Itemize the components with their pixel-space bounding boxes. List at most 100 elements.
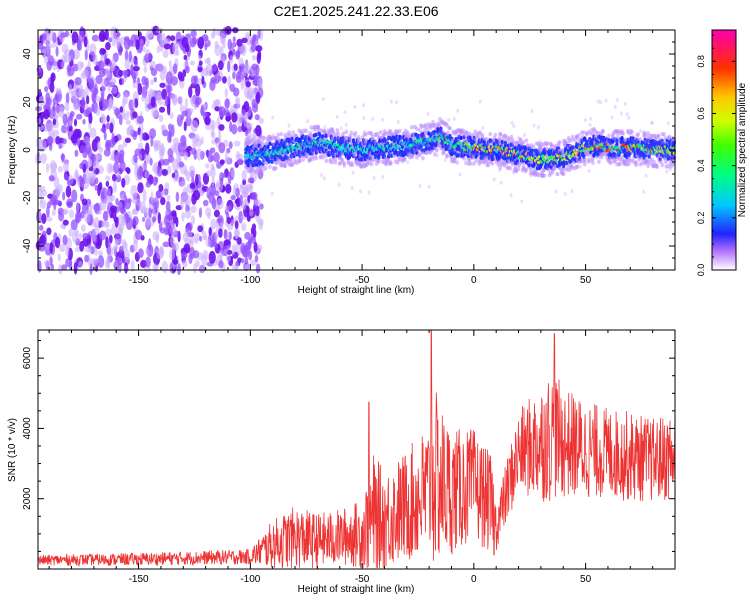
heatmap-faint-cell bbox=[623, 101, 627, 106]
heatmap-noise-cell bbox=[36, 117, 42, 125]
heatmap-noise-cell bbox=[255, 263, 261, 274]
heatmap-noise-cell bbox=[83, 35, 88, 48]
heatmap-noise-cell bbox=[244, 257, 249, 266]
heatmap-band-halo bbox=[446, 130, 450, 136]
heatmap-noise-cell bbox=[126, 167, 131, 175]
heatmap-noise-cell bbox=[197, 225, 204, 233]
heatmap-noise-cell bbox=[163, 214, 171, 226]
heatmap-noise-cell bbox=[62, 219, 69, 226]
heatmap-noise-cell bbox=[76, 137, 81, 147]
heatmap-noise-cell bbox=[236, 153, 244, 160]
heatmap-noise-cell bbox=[224, 205, 230, 213]
heatmap-noise-cell bbox=[150, 67, 158, 77]
heatmap-noise-cell bbox=[180, 197, 184, 210]
heatmap-noise-cell bbox=[201, 254, 208, 267]
heatmap-noise-cell bbox=[58, 243, 66, 253]
heatmap-noise-cell bbox=[121, 98, 126, 109]
heatmap-band-halo bbox=[486, 162, 491, 168]
heatmap-faint-cell bbox=[644, 173, 648, 178]
heatmap-noise-cell bbox=[190, 205, 197, 214]
heatmap-noise-cell bbox=[200, 105, 205, 117]
heatmap-noise-cell bbox=[223, 230, 230, 240]
heatmap-noise-cell bbox=[131, 98, 136, 111]
heatmap-noise-cell bbox=[160, 197, 166, 206]
heatmap-noise-cell bbox=[49, 241, 53, 254]
heatmap-noise-cell bbox=[62, 191, 66, 201]
heatmap-noise-cell bbox=[131, 198, 139, 204]
heatmap-noise-cell bbox=[162, 241, 170, 248]
heatmap-noise-cell bbox=[172, 63, 178, 74]
heatmap-band-halo bbox=[511, 140, 516, 146]
heatmap-noise-cell bbox=[241, 37, 248, 44]
heatmap-band-halo bbox=[386, 157, 391, 162]
heatmap-noise-cell bbox=[259, 203, 264, 210]
heatmap-noise-cell bbox=[52, 102, 56, 112]
heatmap-noise-cell bbox=[190, 120, 199, 133]
heatmap-noise-cell bbox=[130, 63, 134, 76]
heatmap-noise-cell bbox=[247, 177, 254, 184]
heatmap-band-halo bbox=[516, 166, 521, 172]
heatmap-band-halo bbox=[435, 148, 439, 153]
heatmap-noise-cell bbox=[114, 218, 119, 228]
heatmap-faint-cell bbox=[588, 122, 592, 127]
heatmap-noise-cell bbox=[141, 95, 146, 102]
heatmap-noise-cell bbox=[243, 100, 250, 113]
heatmap-noise-cell bbox=[164, 95, 169, 107]
heatmap-noise-cell bbox=[183, 121, 187, 132]
heatmap-band-halo bbox=[330, 160, 335, 165]
heatmap-band-halo bbox=[348, 136, 353, 142]
heatmap-noise-cell bbox=[103, 131, 107, 141]
heatmap-noise-cell bbox=[219, 159, 225, 165]
heatmap-noise-cell bbox=[224, 88, 229, 98]
heatmap-noise-cell bbox=[139, 201, 146, 214]
heatmap-noise-cell bbox=[240, 44, 247, 56]
heatmap-noise-cell bbox=[120, 205, 126, 215]
heatmap-noise-cell bbox=[181, 110, 188, 117]
heatmap-noise-cell bbox=[243, 245, 250, 259]
heatmap-noise-cell bbox=[248, 106, 252, 115]
heatmap-faint-cell bbox=[427, 184, 431, 189]
heatmap-noise-cell bbox=[150, 191, 154, 205]
heatmap-noise-cell bbox=[65, 92, 70, 104]
heatmap-noise-cell bbox=[254, 254, 259, 263]
heatmap-noise-cell bbox=[87, 247, 92, 254]
heatmap-noise-cell bbox=[227, 75, 231, 88]
heatmap-noise-cell bbox=[89, 263, 93, 276]
heatmap-noise-cell bbox=[230, 194, 236, 201]
heatmap-noise-cell bbox=[236, 113, 243, 126]
heatmap-band-halo bbox=[521, 139, 526, 145]
heatmap-noise-cell bbox=[193, 263, 197, 274]
heatmap-band-cell bbox=[398, 134, 402, 139]
heatmap-band-halo bbox=[508, 166, 513, 171]
heatmap-noise-cell bbox=[162, 129, 169, 137]
heatmap-faint-cell bbox=[625, 112, 629, 117]
heatmap-noise-cell bbox=[235, 187, 240, 198]
heatmap-noise-cell bbox=[71, 189, 78, 203]
heatmap-faint-cell bbox=[351, 170, 355, 175]
heatmap-band-halo bbox=[464, 160, 468, 166]
heatmap-noise-cell bbox=[138, 165, 144, 177]
heatmap-noise-cell bbox=[155, 233, 160, 244]
heatmap-noise-cell bbox=[81, 198, 88, 206]
heatmap-noise-cell bbox=[153, 142, 159, 152]
heatmap-noise-cell bbox=[100, 90, 105, 102]
heatmap-noise-cell bbox=[190, 147, 197, 155]
heatmap-noise-cell bbox=[123, 248, 130, 261]
heatmap-noise-cell bbox=[48, 43, 56, 49]
heatmap-noise-cell bbox=[233, 140, 241, 147]
heatmap-noise-cell bbox=[114, 151, 121, 164]
heatmap-band-halo bbox=[659, 159, 664, 164]
heatmap-noise-cell bbox=[187, 107, 194, 114]
heatmap-band-halo bbox=[591, 160, 595, 165]
heatmap-noise-cell bbox=[197, 36, 205, 50]
heatmap-band-halo bbox=[251, 137, 255, 143]
heatmap-noise-cell bbox=[217, 75, 222, 82]
heatmap-noise-cell bbox=[132, 208, 137, 215]
heatmap-noise-cell bbox=[249, 259, 257, 267]
heatmap-noise-cell bbox=[205, 65, 209, 77]
heatmap-noise-cell bbox=[258, 220, 264, 231]
heatmap-noise-cell bbox=[104, 67, 110, 78]
heatmap-band-halo bbox=[378, 130, 383, 135]
heatmap-noise-cell bbox=[210, 163, 215, 171]
heatmap-noise-cell bbox=[170, 234, 175, 248]
